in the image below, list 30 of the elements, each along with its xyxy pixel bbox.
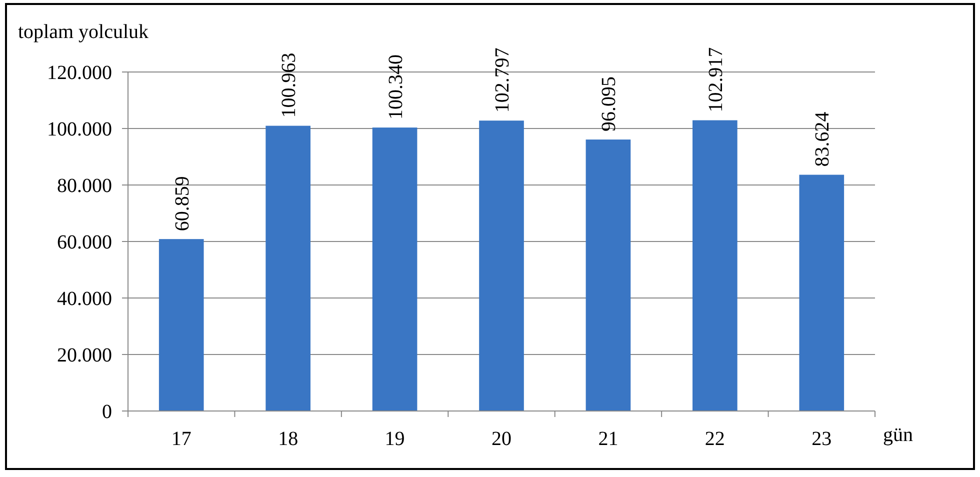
x-tick-label: 19	[384, 428, 405, 450]
x-tick-label: 22	[704, 428, 725, 450]
x-tick-label: 21	[598, 428, 618, 450]
data-label: 96.095	[598, 76, 620, 132]
bar	[266, 126, 310, 411]
data-label: 100.340	[384, 54, 407, 120]
x-axis-title: gün	[883, 424, 913, 446]
bar	[799, 174, 844, 411]
data-label: 60.859	[171, 176, 194, 232]
data-label: 83.624	[812, 112, 834, 167]
y-tick-label: 60.000	[57, 232, 112, 254]
bar	[692, 120, 738, 411]
y-tick-label: 80.000	[57, 175, 112, 197]
bar	[586, 140, 631, 411]
bar	[479, 120, 524, 411]
y-tick-label: 20.000	[57, 344, 112, 366]
y-tick-label: 100.000	[47, 118, 112, 140]
data-label: 100.963	[278, 52, 300, 118]
x-tick-label: 17	[171, 428, 192, 450]
y-tick-label: 120.000	[47, 62, 112, 84]
x-tick-label: 23	[812, 428, 832, 450]
bar	[158, 239, 204, 411]
bar	[372, 128, 418, 411]
x-tick-label: 18	[278, 428, 298, 450]
y-tick-label: 0	[102, 401, 112, 423]
data-label: 102.797	[492, 48, 514, 113]
y-axis-title: toplam yolculuk	[18, 21, 149, 43]
y-tick-label: 40.000	[57, 288, 112, 310]
x-tick-label: 20	[492, 428, 512, 450]
data-label: 102.917	[704, 47, 727, 112]
